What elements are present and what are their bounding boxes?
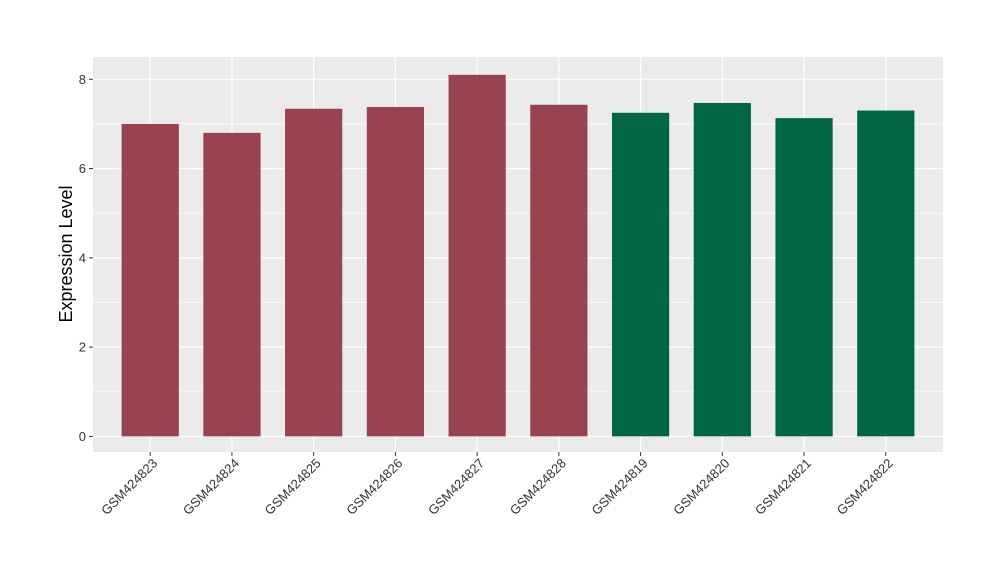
x-tick-label: GSM424826 xyxy=(343,456,405,518)
y-tick-label: 8 xyxy=(79,72,86,87)
x-tick-label: GSM424823 xyxy=(98,456,160,518)
y-tick-label: 4 xyxy=(79,250,86,265)
y-axis-title: Expression Level xyxy=(56,185,76,322)
x-tick-label: GSM424820 xyxy=(670,456,732,518)
x-tick-label: GSM424827 xyxy=(425,456,487,518)
x-tick-label: GSM424825 xyxy=(262,456,324,518)
x-tick-label: GSM424824 xyxy=(180,456,242,518)
bars xyxy=(121,74,915,437)
x-tick-label: GSM424822 xyxy=(834,456,896,518)
bar-GSM424823 xyxy=(121,123,179,437)
bar-GSM424821 xyxy=(775,118,833,437)
bar-GSM424822 xyxy=(857,110,915,437)
x-tick-label: GSM424819 xyxy=(588,456,650,518)
bar-GSM424825 xyxy=(285,108,343,437)
x-tick-label: GSM424828 xyxy=(507,456,569,518)
bar-GSM424824 xyxy=(203,132,261,437)
x-tick-label: GSM424821 xyxy=(752,456,814,518)
y-tick-label: 0 xyxy=(79,429,86,444)
x-axis: GSM424823 GSM424824 GSM424825 GSM424826 GSM4… xyxy=(98,452,896,518)
y-tick-label: 2 xyxy=(79,340,86,355)
bar-GSM424826 xyxy=(366,106,425,437)
y-axis: 0 2 4 6 8 xyxy=(79,72,93,444)
bar-GSM424827 xyxy=(448,74,506,437)
bar-GSM424828 xyxy=(530,104,588,437)
bar-GSM424820 xyxy=(693,102,751,437)
bar-GSM424819 xyxy=(611,112,670,437)
y-tick-label: 6 xyxy=(79,161,86,176)
